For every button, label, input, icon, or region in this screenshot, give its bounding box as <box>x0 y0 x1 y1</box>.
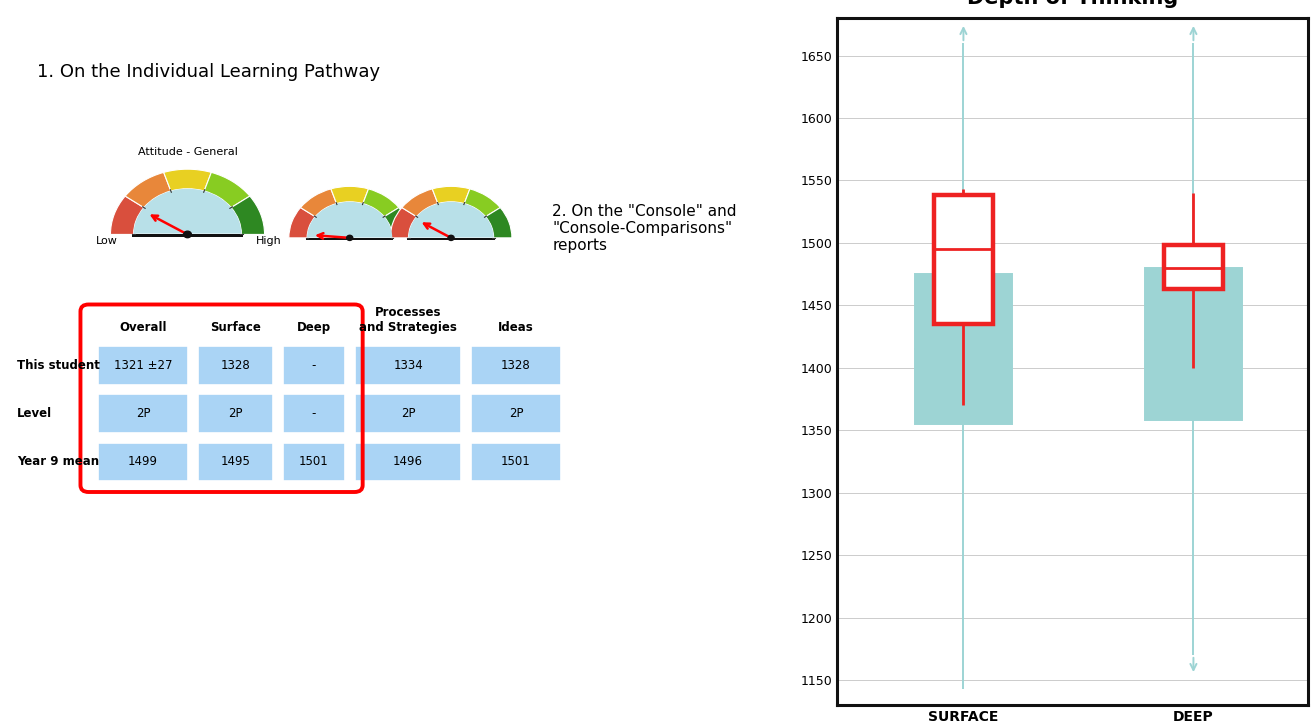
Wedge shape <box>391 208 417 238</box>
Text: 2P: 2P <box>509 407 523 420</box>
Bar <box>199 395 272 433</box>
Wedge shape <box>384 208 410 238</box>
Text: 1495: 1495 <box>221 455 250 469</box>
Wedge shape <box>402 189 438 217</box>
Bar <box>99 346 188 385</box>
Text: Processes
and Strategies: Processes and Strategies <box>359 306 458 334</box>
Wedge shape <box>464 189 500 217</box>
Text: High: High <box>255 236 281 246</box>
Text: Deep: Deep <box>297 321 331 334</box>
Title: Depth of Thinking: Depth of Thinking <box>967 0 1178 8</box>
Wedge shape <box>301 189 337 217</box>
Wedge shape <box>331 187 368 204</box>
Text: 1328: 1328 <box>221 359 250 372</box>
Text: -: - <box>312 407 316 420</box>
Text: 2P: 2P <box>401 407 416 420</box>
Text: 1496: 1496 <box>393 455 423 469</box>
Wedge shape <box>363 189 398 217</box>
Text: 1499: 1499 <box>128 455 158 469</box>
Wedge shape <box>485 208 512 238</box>
Text: 2. On the "Console" and
"Console-Comparisons"
reports: 2. On the "Console" and "Console-Compari… <box>552 204 736 253</box>
Wedge shape <box>433 187 469 204</box>
Bar <box>283 442 345 481</box>
Wedge shape <box>308 202 392 238</box>
Text: This student: This student <box>17 359 100 372</box>
Text: 1328: 1328 <box>501 359 531 372</box>
Text: 2P: 2P <box>227 407 242 420</box>
Text: -: - <box>312 359 316 372</box>
Wedge shape <box>110 196 143 234</box>
Wedge shape <box>134 189 242 234</box>
Text: Level: Level <box>17 407 53 420</box>
Bar <box>306 238 393 240</box>
Bar <box>99 395 188 433</box>
Text: Overall: Overall <box>120 321 167 334</box>
Bar <box>471 395 560 433</box>
Circle shape <box>184 231 192 238</box>
Bar <box>199 442 272 481</box>
Text: Attitude - General: Attitude - General <box>138 147 238 158</box>
Text: 1501: 1501 <box>299 455 329 469</box>
Bar <box>199 346 272 385</box>
Text: Surface: Surface <box>210 321 260 334</box>
Bar <box>471 442 560 481</box>
Text: 1501: 1501 <box>501 455 531 469</box>
Bar <box>99 442 188 481</box>
Bar <box>1164 245 1223 289</box>
Wedge shape <box>204 172 250 208</box>
Bar <box>915 274 1011 424</box>
Circle shape <box>448 235 454 241</box>
Text: 1321 ±27: 1321 ±27 <box>113 359 172 372</box>
Wedge shape <box>163 169 212 191</box>
Text: 1. On the Individual Learning Pathway: 1. On the Individual Learning Pathway <box>38 63 380 81</box>
Wedge shape <box>125 172 171 208</box>
Bar <box>283 346 345 385</box>
Bar <box>355 395 460 433</box>
Circle shape <box>347 235 352 241</box>
Bar <box>408 238 494 240</box>
Bar <box>471 346 560 385</box>
Wedge shape <box>231 196 264 234</box>
Bar <box>934 195 993 324</box>
Bar <box>355 442 460 481</box>
Text: Year 9 mean: Year 9 mean <box>17 455 100 469</box>
Text: 2P: 2P <box>135 407 150 420</box>
Bar <box>355 346 460 385</box>
Bar <box>283 395 345 433</box>
Text: 1334: 1334 <box>393 359 423 372</box>
Text: Ideas: Ideas <box>498 321 534 334</box>
Wedge shape <box>289 208 316 238</box>
Wedge shape <box>409 202 493 238</box>
Bar <box>1145 268 1241 420</box>
Bar <box>132 234 243 237</box>
Text: Low: Low <box>96 236 117 246</box>
